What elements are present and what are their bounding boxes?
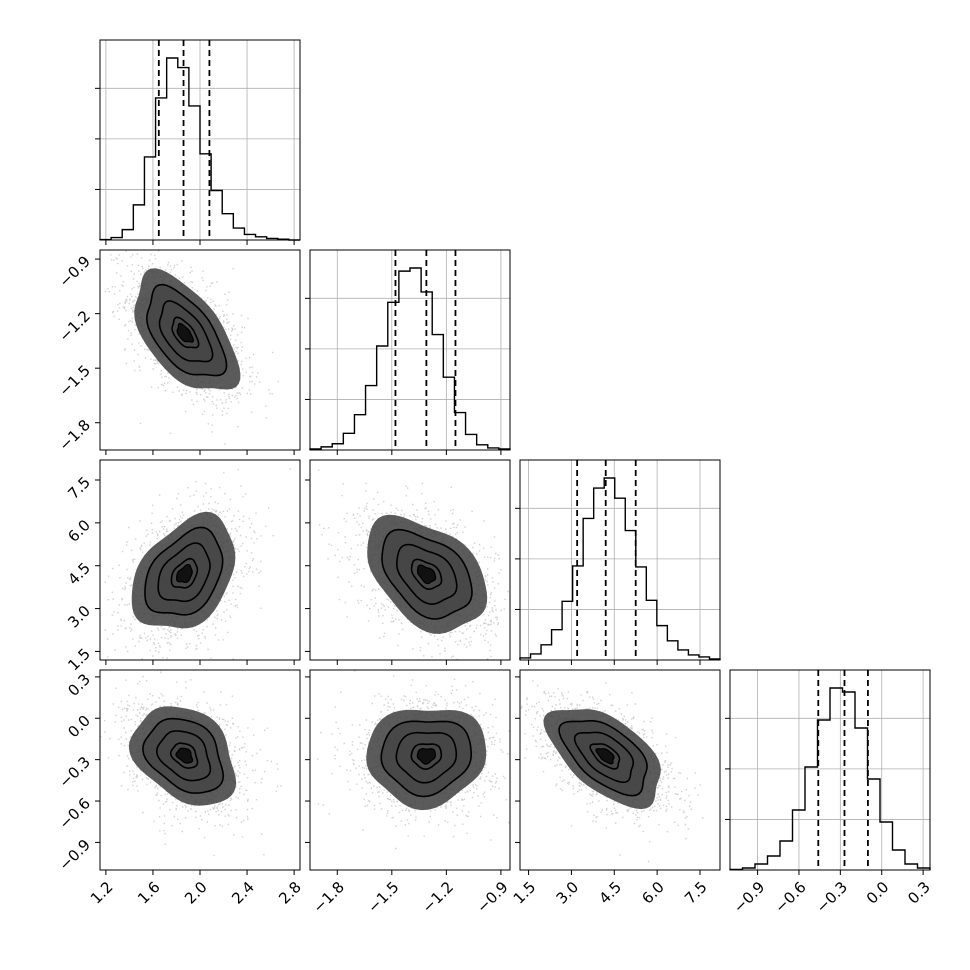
x-tick-label: 1.2 xyxy=(87,878,117,908)
panel-content xyxy=(100,468,292,660)
x-tick-label: 6.0 xyxy=(638,878,668,908)
scatter-points xyxy=(100,468,292,660)
y-tick-label: 6.0 xyxy=(64,516,94,546)
panel-frame xyxy=(309,669,511,871)
density-peak xyxy=(175,747,194,764)
y-tick-label: 0.0 xyxy=(64,712,94,742)
contour-line-1 xyxy=(395,731,458,784)
contour-line-0 xyxy=(170,557,199,589)
panel-frame xyxy=(99,249,301,451)
panel-frame xyxy=(309,459,511,661)
y-tick-label: 3.0 xyxy=(64,602,94,632)
panel-3-1 xyxy=(305,669,511,875)
contour-line-1 xyxy=(157,542,211,603)
y-tick-label: 4.5 xyxy=(64,559,94,589)
contour-line-0 xyxy=(410,558,443,591)
panel-frame xyxy=(729,669,931,871)
panel-frame xyxy=(99,39,301,241)
contour-line-2 xyxy=(381,528,473,620)
histogram-step-1 xyxy=(309,267,511,450)
panel-frame xyxy=(99,669,301,871)
x-tick-label: 2.4 xyxy=(228,878,258,908)
panel-content xyxy=(100,250,279,445)
histogram-step-0 xyxy=(99,57,300,241)
panel-1-0 xyxy=(95,249,301,455)
contour-line-1 xyxy=(395,543,458,605)
diag-panel-2 xyxy=(515,459,721,665)
contour-line-2 xyxy=(380,720,472,798)
y-tick-label: −1.2 xyxy=(56,307,94,345)
y-tick-label: 0.3 xyxy=(64,670,94,700)
contour-line-0 xyxy=(589,743,621,770)
x-tick-label: −1.8 xyxy=(310,878,348,916)
contour-line-1 xyxy=(158,300,214,363)
x-tick-label: −1.5 xyxy=(364,878,402,916)
density-peak xyxy=(417,564,437,585)
contour-line-2 xyxy=(144,526,224,616)
diag-panel-3 xyxy=(725,669,931,875)
panel-2-1 xyxy=(305,459,511,665)
y-tick-label: −0.9 xyxy=(56,836,94,874)
histogram-step-2 xyxy=(519,477,721,660)
y-tick-label: −0.9 xyxy=(56,252,94,290)
x-tick-label: 2.8 xyxy=(275,878,305,908)
diag-panel-1 xyxy=(305,249,511,455)
x-tick-label: 1.5 xyxy=(510,878,540,908)
panel-content xyxy=(316,670,510,850)
x-tick-label: −0.3 xyxy=(813,878,851,916)
contour-line-0 xyxy=(410,743,443,771)
panel-content xyxy=(100,670,282,857)
density-peak xyxy=(416,748,436,765)
x-tick-label: −1.2 xyxy=(419,878,457,916)
panel-frame xyxy=(519,669,721,871)
density-peak xyxy=(175,563,193,584)
panel-2-0 xyxy=(95,459,301,665)
y-tick-label: −1.5 xyxy=(56,361,94,399)
x-tick-label: 0.3 xyxy=(904,878,934,908)
density-peak xyxy=(176,322,194,343)
density-peak xyxy=(595,748,615,765)
x-tick-label: −0.9 xyxy=(473,878,511,916)
contour-line-1 xyxy=(573,731,635,784)
x-tick-label: 0.0 xyxy=(863,878,893,908)
panel-content xyxy=(317,469,510,660)
x-tick-label: 1.6 xyxy=(134,878,164,908)
x-tick-label: −0.9 xyxy=(730,878,768,916)
x-tick-label: 7.5 xyxy=(681,878,711,908)
contour-line-2 xyxy=(142,717,225,794)
panel-3-2 xyxy=(515,669,721,875)
y-tick-label: −1.8 xyxy=(56,416,94,454)
corner-plot-root: −1.8−1.5−1.2−0.91.53.04.56.07.5−0.9−0.6−… xyxy=(56,39,934,917)
y-tick-label: −0.6 xyxy=(56,794,94,832)
panel-3-0 xyxy=(95,669,301,875)
y-tick-label: 7.5 xyxy=(64,473,94,503)
contour-line-0 xyxy=(170,742,199,769)
contour-line-2 xyxy=(145,283,228,377)
panel-frame xyxy=(99,459,301,661)
panel-content xyxy=(520,680,704,863)
y-tick-label: 1.5 xyxy=(64,645,94,675)
x-tick-label: −0.6 xyxy=(771,878,809,916)
panel-frame xyxy=(519,459,721,661)
contour-line-0 xyxy=(171,316,200,349)
contour-line-2 xyxy=(558,720,648,797)
contour-line-1 xyxy=(155,730,212,782)
x-tick-label: 3.0 xyxy=(553,878,583,908)
x-tick-label: 4.5 xyxy=(595,878,625,908)
panel-frame xyxy=(309,249,511,451)
diag-panel-0 xyxy=(95,39,301,245)
x-tick-label: 2.0 xyxy=(181,878,211,908)
y-tick-label: −0.3 xyxy=(56,753,94,791)
histogram-step-3 xyxy=(729,687,931,871)
